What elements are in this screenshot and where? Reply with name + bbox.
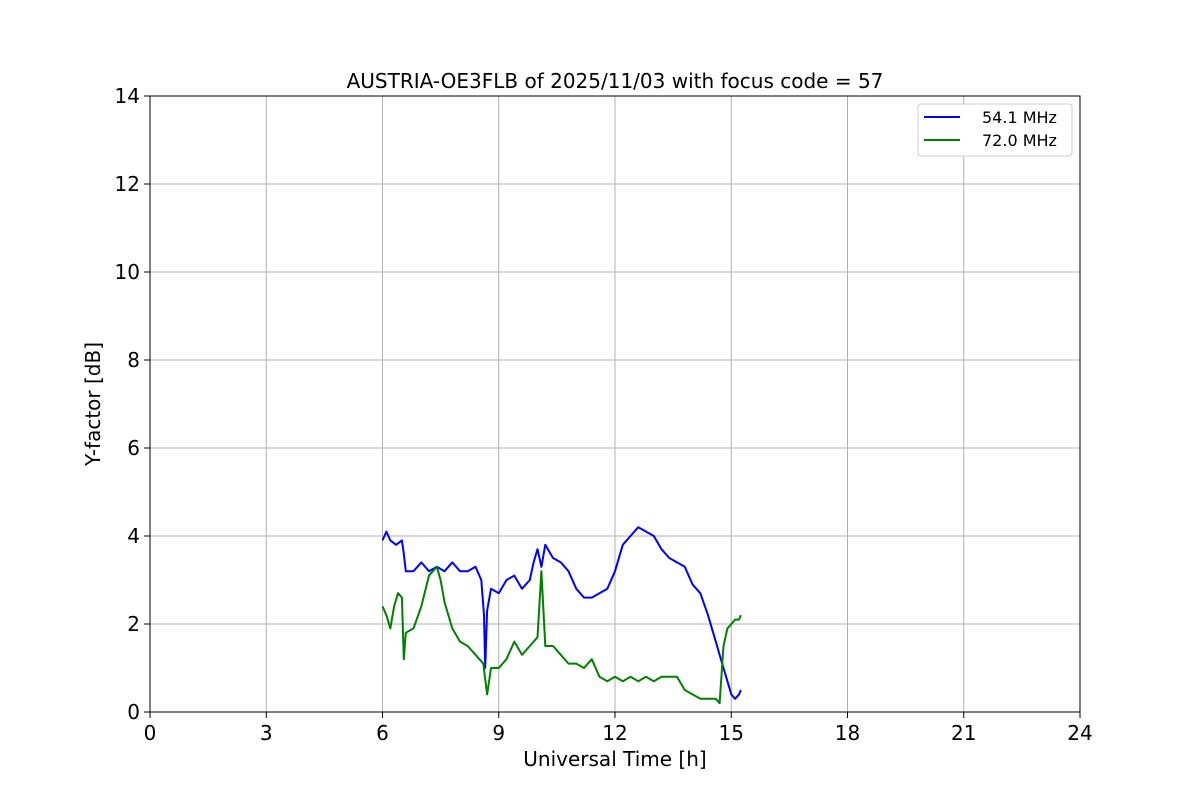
x-tick-label: 3 [260,721,273,745]
series-line-green [381,565,742,705]
y-tick-label: 4 [127,524,140,548]
legend-label: 72.0 MHz [982,131,1057,150]
chart-title: AUSTRIA-OE3FLB of 2025/11/03 with focus … [347,69,884,93]
x-tick-label: 12 [602,721,627,745]
x-tick-label: 0 [144,721,157,745]
y-tick-label: 8 [127,348,140,372]
legend: 54.1 MHz 72.0 MHz [917,103,1073,157]
y-tick-label: 2 [127,612,140,636]
y-tick-label: 12 [115,172,140,196]
x-tick-label: 24 [1067,721,1092,745]
x-tick-label: 18 [835,721,860,745]
y-tick-label: 10 [115,260,140,284]
x-tick-label: 9 [492,721,505,745]
x-axis-label: Universal Time [h] [523,747,706,771]
y-axis-label: Y-factor [dB] [81,342,105,467]
legend-label: 54.1 MHz [982,108,1057,127]
x-tick-label: 15 [719,721,744,745]
y-tick-label: 14 [115,84,140,108]
y-tick-label: 0 [127,700,140,724]
series-layer [381,526,742,705]
x-tick-label: 21 [951,721,976,745]
x-tick-label: 6 [376,721,389,745]
y-tick-label: 6 [127,436,140,460]
